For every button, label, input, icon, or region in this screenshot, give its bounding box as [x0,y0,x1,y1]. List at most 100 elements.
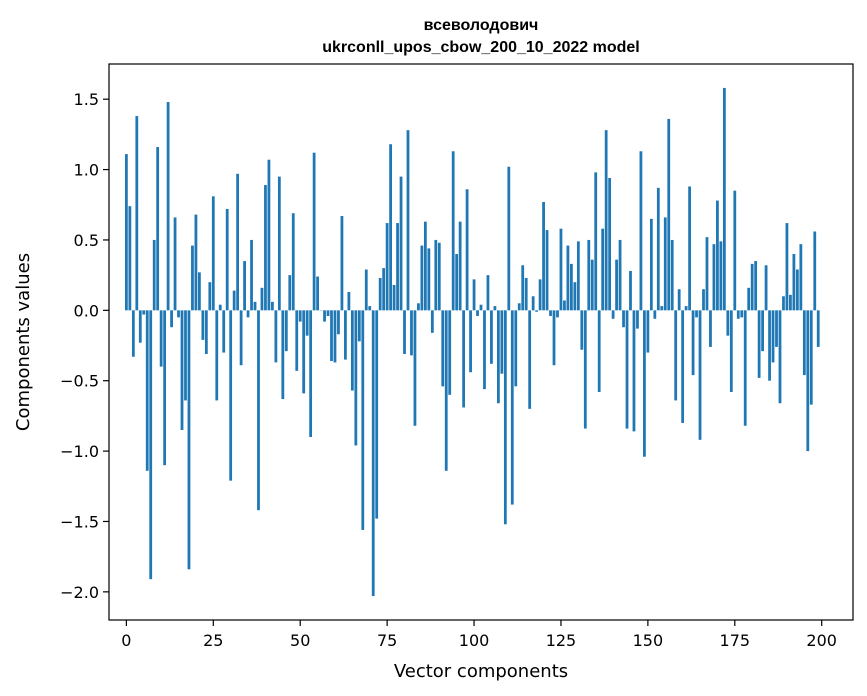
x-tick-label: 0 [121,631,131,650]
bar [131,310,135,357]
bar [430,310,434,333]
plot-area-frame [108,63,854,621]
bar [337,310,340,335]
bar [187,310,191,570]
bar [264,185,267,311]
bar [344,310,347,360]
bar [775,310,778,347]
bar [559,228,563,311]
bar [653,310,657,319]
bar [691,310,695,376]
bar [542,201,545,311]
bar [399,176,403,311]
bar [330,310,333,361]
bar [208,282,212,311]
bar [528,310,532,409]
bar [364,269,368,311]
bar [204,310,208,354]
bar [211,196,215,311]
y-tick-label: −0.5 [60,372,99,391]
bar [716,200,719,311]
chart-subtitle: ukrconll_upos_cbow_200_10_2022 model [322,39,639,56]
bar [423,221,427,311]
bar [434,239,438,311]
bar [323,310,326,322]
bar [545,230,549,311]
bar [587,239,591,311]
bar [385,223,389,311]
bar [378,277,382,311]
x-tick-label: 200 [806,631,837,650]
bar [764,265,768,311]
bar [295,310,299,371]
bar [490,310,493,364]
bar [556,310,559,318]
y-tick-label: −1.0 [60,442,99,461]
bar [722,87,726,311]
bar [597,310,601,392]
bar [747,287,751,311]
bar [493,306,497,311]
bar [239,310,243,366]
bar [570,263,573,311]
bar [510,310,514,505]
bar [806,310,810,452]
x-axis: 0 25 50 75 100 125 150 175 200 [121,620,837,650]
bar [472,279,476,311]
bar [618,239,622,311]
bar [729,310,733,392]
bar [761,310,764,352]
bar [524,277,528,311]
bar [667,118,671,311]
bar [736,310,740,319]
bar [601,228,605,311]
bar [368,306,372,311]
bar [726,310,730,336]
bar [138,310,142,343]
bar [469,310,472,373]
bar [660,306,664,311]
bar [754,261,758,311]
bar [514,310,518,387]
bar [271,301,274,311]
bar [771,310,775,363]
bar [757,310,761,378]
bar [389,144,392,311]
bar [326,310,330,316]
bar [549,310,552,316]
bar [201,310,205,340]
bar [159,310,163,367]
bar [149,310,153,580]
bar [305,310,309,336]
bar [521,265,525,311]
bar [580,310,584,350]
bar [274,310,278,363]
bar [677,289,681,311]
bar [350,310,354,391]
bar [152,239,156,311]
bar [681,310,685,423]
bar [629,270,632,311]
bar [709,310,712,347]
bar [563,300,566,311]
bar [663,217,667,311]
bar [403,310,406,354]
bar [782,296,785,311]
bar [632,310,636,432]
x-tick-label: 175 [720,631,751,650]
bar [340,216,344,311]
x-tick-label: 50 [290,631,310,650]
bar [166,102,170,311]
bar [406,130,410,311]
bar [302,310,306,394]
bar [191,245,194,311]
bar [392,284,396,311]
bar [250,239,253,311]
y-tick-label: 1.0 [74,161,99,180]
bar [740,310,744,318]
x-tick-label: 150 [633,631,664,650]
chart-title: всеволодович [424,17,539,34]
bar [552,310,556,366]
bar [357,310,361,342]
